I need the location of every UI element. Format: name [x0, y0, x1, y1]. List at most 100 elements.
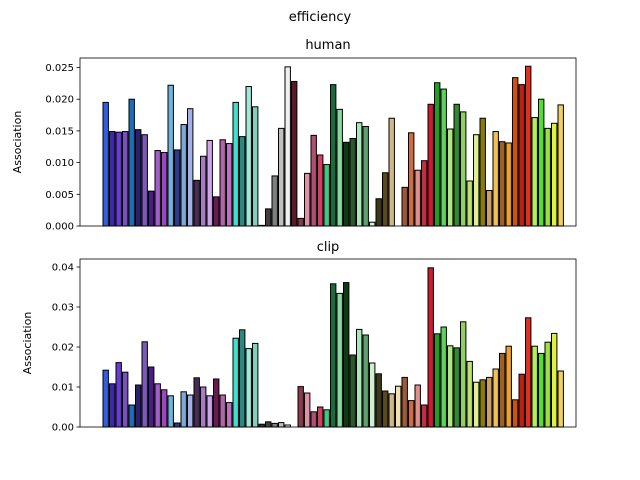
bar: [304, 172, 311, 227]
bar: [271, 175, 278, 227]
bar: [297, 217, 304, 227]
bar: [525, 317, 532, 428]
y-tick-label: 0.010: [45, 158, 74, 169]
bar: [401, 376, 408, 428]
bar: [512, 77, 519, 227]
bar: [492, 131, 499, 227]
bar: [213, 378, 220, 428]
bar: [167, 84, 174, 227]
bar: [518, 373, 525, 428]
y-tick-label: 0.03: [52, 303, 74, 314]
bar: [551, 332, 558, 428]
bar: [252, 106, 259, 227]
y-tick-label: 0.015: [45, 126, 74, 137]
bar: [434, 82, 441, 227]
bar: [544, 341, 551, 428]
y-tick-label: 0.025: [45, 63, 74, 74]
bar: [486, 190, 493, 227]
bar: [486, 376, 493, 428]
bar: [180, 124, 187, 227]
bar: [278, 127, 285, 227]
chart-human: human Association 0.0000.0050.0100.0150.…: [11, 38, 577, 233]
bar: [427, 267, 434, 428]
bar: [219, 139, 226, 227]
bar: [245, 348, 252, 428]
bar: [557, 104, 564, 227]
bar: [291, 80, 298, 227]
bar: [330, 283, 337, 428]
bar: [336, 292, 343, 428]
bar: [122, 131, 129, 227]
bar: [343, 141, 350, 227]
y-axis-label: Association: [21, 312, 34, 375]
bar: [174, 149, 181, 227]
bar: [375, 198, 382, 227]
bar: [492, 368, 499, 428]
bar: [154, 150, 161, 227]
bar: [343, 282, 350, 428]
bar: [453, 103, 460, 227]
bar: [174, 422, 181, 428]
bar: [258, 423, 265, 428]
bar: [356, 328, 363, 428]
chart-title: human: [305, 38, 350, 53]
bar: [102, 101, 109, 227]
bar: [538, 352, 545, 428]
bar: [167, 395, 174, 428]
bar: [512, 399, 519, 428]
y-axis: 0.00 0.01 0.02 0.03 0.04: [52, 263, 80, 434]
bar: [206, 139, 213, 227]
bar: [193, 179, 200, 227]
bar-group: [102, 65, 564, 227]
bar: [148, 366, 155, 428]
bar: [479, 379, 486, 428]
bar: [544, 127, 551, 227]
bar: [135, 384, 142, 428]
bar: [206, 395, 213, 428]
y-axis-label: Association: [11, 111, 24, 174]
bar: [265, 208, 272, 227]
bar: [382, 390, 389, 428]
bar: [122, 371, 129, 428]
chart-clip: clip Association 0.00 0.01 0.02 0.03 0.04: [21, 240, 577, 434]
bar: [180, 391, 187, 428]
y-tick-label: 0.01: [52, 383, 74, 394]
bar: [414, 384, 421, 428]
bar: [154, 383, 161, 428]
bar: [505, 345, 512, 428]
bar: [388, 117, 395, 227]
bar: [531, 117, 538, 227]
bar: [466, 360, 473, 428]
y-tick-label: 0.00: [52, 423, 74, 434]
bar: [447, 345, 454, 428]
bar: [128, 404, 135, 428]
bar: [460, 111, 467, 227]
bar: [466, 180, 473, 227]
bar: [408, 132, 415, 227]
bar: [427, 103, 434, 227]
bar: [323, 164, 330, 227]
bar: [245, 86, 252, 227]
y-axis: 0.000 0.005 0.010 0.015 0.020 0.025: [45, 63, 80, 233]
bar: [369, 362, 376, 428]
bar: [531, 345, 538, 428]
y-tick-label: 0.000: [45, 222, 74, 233]
bar: [278, 422, 285, 428]
bar: [525, 65, 532, 227]
bar: [193, 377, 200, 428]
bar: [187, 108, 194, 227]
bar: [408, 400, 415, 428]
bar: [109, 383, 116, 428]
bar: [284, 66, 291, 227]
bar: [557, 370, 564, 428]
bar: [141, 341, 148, 428]
bar: [317, 406, 324, 428]
bar: [135, 129, 142, 227]
bar: [232, 101, 239, 227]
bar: [271, 422, 278, 428]
bar: [349, 354, 356, 428]
bar: [323, 409, 330, 428]
bar: [252, 342, 259, 428]
bar: [148, 190, 155, 227]
bar: [447, 128, 454, 227]
